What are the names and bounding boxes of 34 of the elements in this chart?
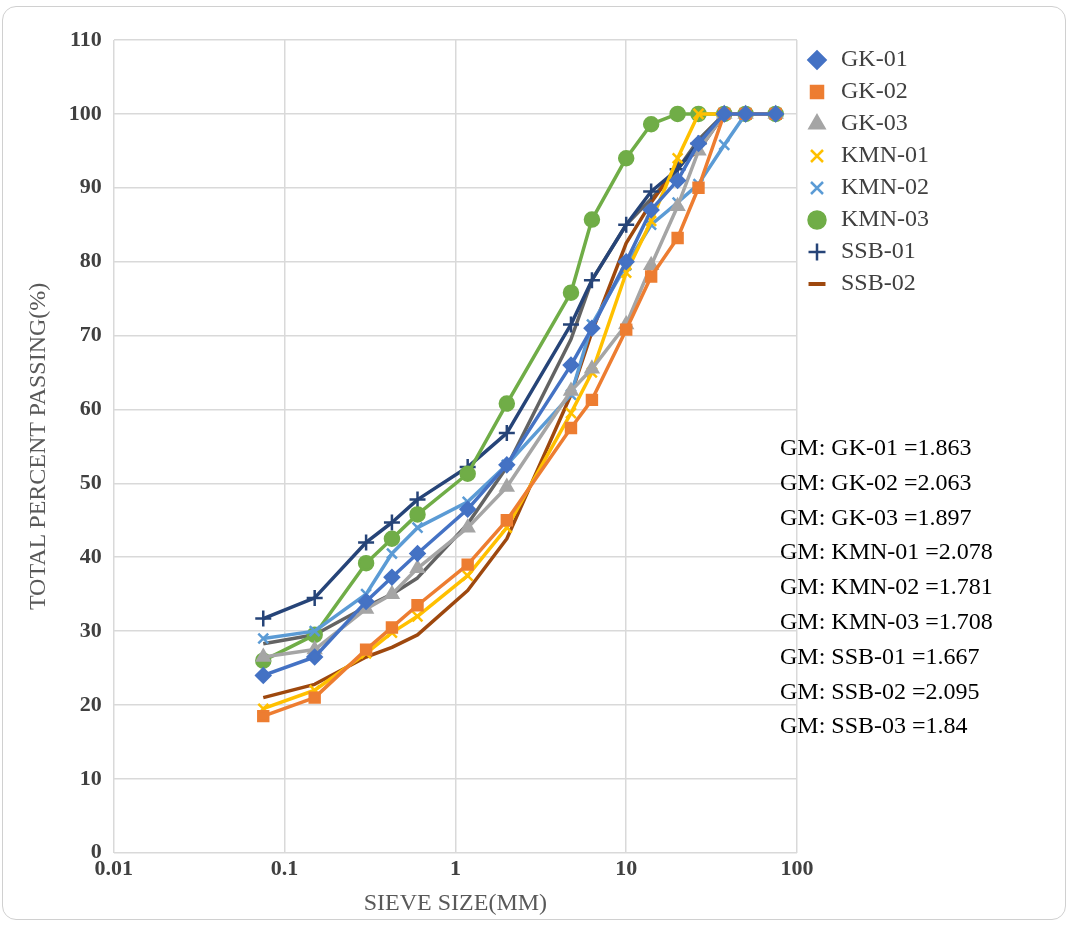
y-tick-label: 10	[79, 764, 102, 790]
annotation: GM: SSB-03 =1.84	[780, 711, 969, 741]
y-tick-label: 70	[79, 321, 102, 347]
y-tick-label: 50	[79, 469, 102, 495]
y-tick-label: 60	[79, 395, 102, 421]
y-tick-label: 80	[79, 247, 102, 273]
legend-label: GK-03	[841, 109, 908, 136]
y-tick-label: 20	[79, 690, 102, 716]
annotation: GM: GK-02 =2.063	[780, 467, 973, 497]
legend-label: SSB-02	[841, 269, 916, 296]
annotation: GM: GK-01 =1.863	[780, 433, 973, 462]
y-tick-label: 30	[79, 616, 102, 642]
annotation: GM: KMN-01 =2.078	[780, 537, 993, 567]
legend-label: GK-01	[841, 45, 908, 72]
y-axis-title: TOTAL PERCENT PASSING(%)	[23, 282, 50, 611]
x-tick-label: 10	[615, 854, 638, 880]
annotation: GM: SSB-01 =1.667	[780, 641, 981, 671]
annotation: GM: GK-03 =1.897	[780, 502, 973, 532]
x-axis-title: SIEVE SIZE(MM)	[363, 888, 548, 915]
y-tick-label: 40	[79, 542, 102, 568]
y-tick-label: 100	[68, 99, 102, 125]
annotation: GM: KMN-02 =1.781	[780, 572, 993, 602]
legend-label: GK-02	[841, 77, 908, 104]
x-tick-label: 1	[449, 854, 461, 880]
legend-label: KMN-02	[841, 173, 929, 200]
annotation: GM: KMN-03 =1.708	[780, 607, 993, 636]
x-tick-label: 100	[780, 854, 814, 880]
y-tick-label: 110	[70, 25, 102, 51]
legend-label: SSB-01	[841, 237, 916, 264]
annotation: GM: SSB-02 =2.095	[780, 676, 981, 706]
y-tick-label: 90	[79, 173, 102, 199]
x-tick-label: 0.1	[270, 854, 299, 880]
legend-label: KMN-01	[841, 141, 929, 168]
legend-label: KMN-03	[841, 205, 929, 232]
